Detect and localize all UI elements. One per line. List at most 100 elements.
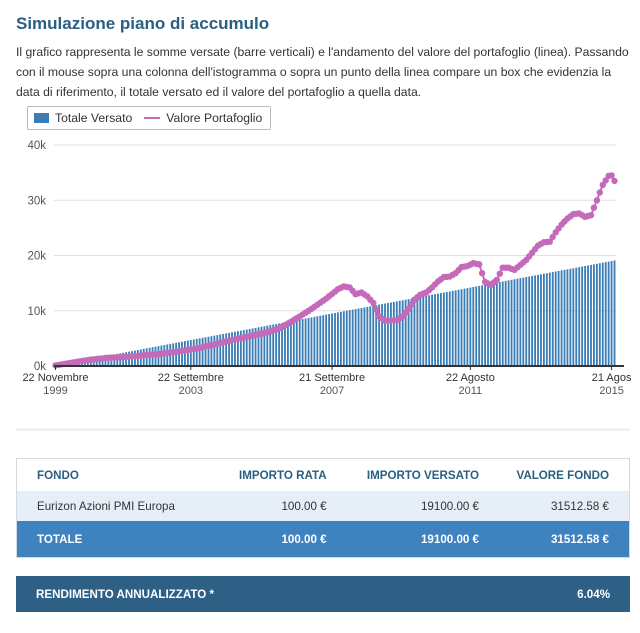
versato-bar — [578, 267, 581, 366]
versato-bar — [478, 285, 481, 366]
total-valore-fondo: 31512.58 € — [499, 521, 630, 558]
total-importo-versato: 19100.00 € — [346, 521, 500, 558]
versato-bar — [463, 288, 466, 366]
versato-bar — [540, 274, 542, 366]
x-tick-label: 22 Settembre — [158, 372, 224, 384]
versato-bar — [289, 321, 292, 366]
versato-bar — [416, 297, 419, 366]
versato-bar — [295, 320, 298, 366]
versato-bar — [457, 289, 460, 366]
versato-bar — [216, 335, 219, 366]
versato-bar — [384, 303, 386, 366]
versato-bar — [575, 267, 578, 366]
versato-bar — [451, 290, 454, 366]
versato-bar — [275, 324, 278, 366]
portafoglio-point — [608, 172, 615, 179]
versato-bar — [466, 288, 469, 366]
x-tick-label: 22 Agosto — [446, 372, 495, 384]
versato-bar — [610, 261, 613, 366]
portafoglio-point — [373, 306, 380, 313]
versato-bar — [345, 310, 348, 366]
versato-bar — [381, 304, 383, 366]
versato-bar — [428, 295, 431, 366]
versato-bar — [551, 272, 554, 366]
versato-bar — [490, 283, 492, 366]
versato-bar — [492, 283, 495, 366]
legend-item-totale-versato[interactable]: Totale Versato — [34, 111, 132, 125]
versato-bar — [192, 339, 195, 366]
portafoglio-point — [496, 270, 503, 277]
versato-bar — [257, 327, 260, 366]
versato-bar — [587, 265, 589, 366]
legend-label-valore-portafoglio: Valore Portafoglio — [166, 111, 263, 125]
versato-bar — [484, 284, 486, 366]
versato-bar — [342, 311, 345, 366]
cell-importo-rata: 100.00 € — [222, 491, 347, 521]
x-tick-year: 2003 — [179, 385, 203, 397]
portafoglio-point — [611, 177, 618, 185]
versato-bar — [322, 315, 325, 366]
versato-bar — [569, 268, 572, 366]
portafoglio-point — [405, 305, 412, 313]
versato-bar — [590, 264, 592, 366]
versato-bar — [245, 329, 248, 366]
versato-bar — [404, 299, 407, 366]
versato-bar — [548, 272, 551, 366]
versato-bar — [251, 328, 254, 366]
versato-bar — [510, 279, 513, 366]
portafoglio-point — [408, 301, 415, 308]
portafoglio-point — [587, 212, 595, 219]
versato-bar — [272, 324, 275, 366]
portafoglio-point — [593, 197, 601, 204]
x-tick-label: 21 Settembre — [299, 372, 365, 384]
versato-bar — [601, 262, 604, 366]
portafoglio-point — [546, 238, 553, 245]
versato-bar — [525, 277, 528, 366]
versato-bar — [307, 317, 310, 366]
versato-bar — [401, 300, 404, 366]
versato-bar — [325, 314, 328, 366]
legend-item-valore-portafoglio[interactable]: Valore Portafoglio — [132, 111, 262, 125]
versato-bar — [201, 337, 204, 366]
versato-bar — [407, 299, 410, 366]
x-tick-year: 2007 — [320, 385, 344, 397]
versato-bar — [313, 316, 316, 366]
versato-bar — [501, 281, 504, 366]
versato-bar — [266, 325, 269, 366]
versato-bar — [581, 266, 584, 366]
versato-bar — [554, 271, 557, 366]
versato-bar — [440, 293, 442, 366]
table-header-row: FONDO IMPORTO RATA IMPORTO VERSATO VALOR… — [16, 458, 630, 491]
versato-bar — [516, 278, 519, 366]
legend-line-swatch — [144, 117, 161, 119]
versato-bar — [572, 268, 575, 366]
x-tick-year: 2011 — [459, 385, 483, 397]
versato-bar — [531, 275, 534, 366]
portafoglio-point — [549, 233, 556, 241]
total-label: TOTALE — [16, 521, 223, 558]
table-row: Eurizon Azioni PMI Europa 100.00 € 19100… — [16, 491, 630, 521]
versato-bar — [260, 326, 263, 366]
portafoglio-point — [476, 261, 483, 268]
portafoglio-markers — [52, 172, 618, 369]
versato-bar — [369, 306, 372, 366]
versato-bar — [422, 296, 425, 366]
versato-bar — [204, 337, 207, 366]
versato-bar — [339, 311, 342, 366]
versato-bar — [363, 307, 366, 366]
portafoglio-point — [596, 189, 603, 196]
versato-bar — [198, 338, 201, 366]
versato-bar — [584, 265, 587, 366]
versato-bar — [472, 286, 475, 366]
versato-bar — [519, 278, 522, 366]
versato-bar — [281, 322, 283, 366]
versato-bar — [195, 338, 198, 366]
versato-bar — [537, 274, 539, 366]
versato-bar — [419, 296, 422, 366]
x-tick-label: 22 Novembre — [22, 372, 88, 384]
versato-bar — [534, 275, 536, 366]
table-total-row: TOTALE 100.00 € 19100.00 € 31512.58 € — [16, 521, 630, 558]
versato-bar — [413, 298, 416, 366]
